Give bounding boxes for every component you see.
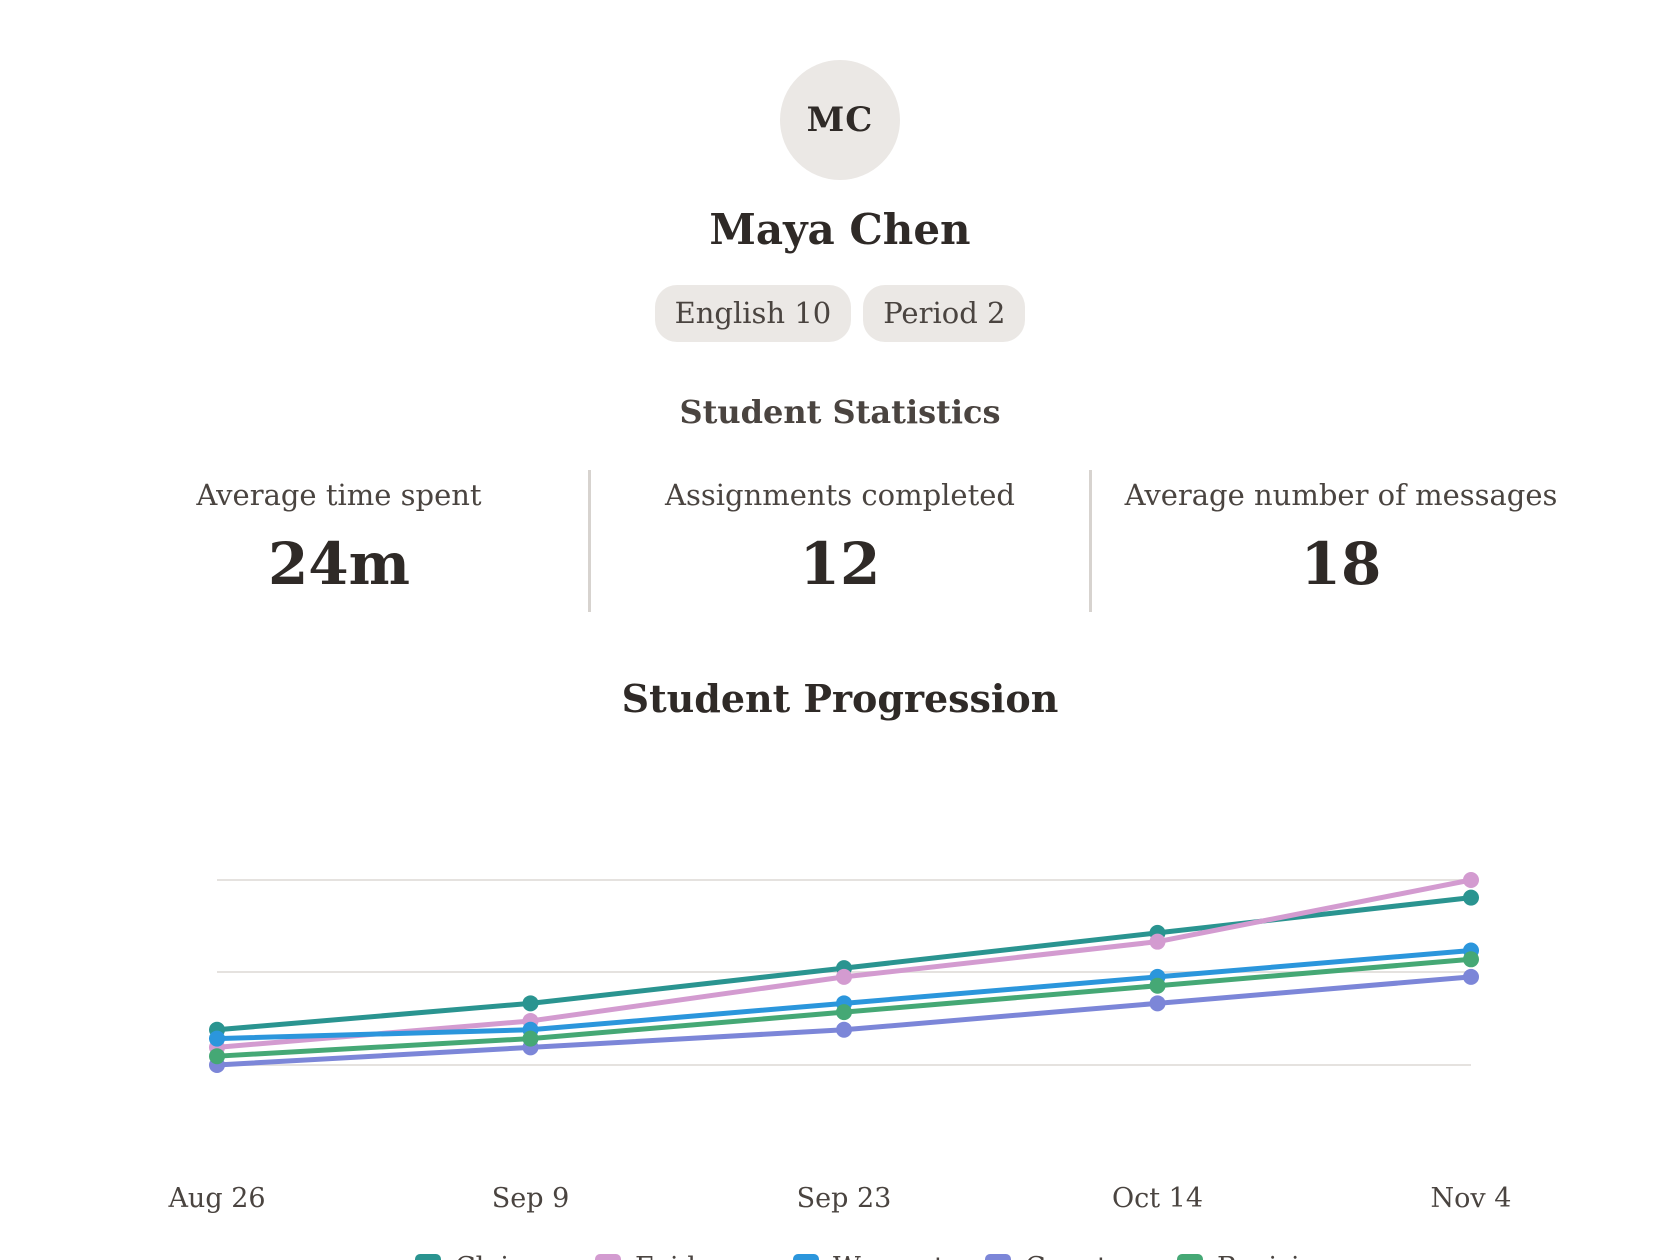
avatar-initials: MC [806, 100, 874, 140]
stat-label: Assignments completed [665, 478, 1015, 512]
student-tags: English 10 Period 2 [0, 285, 1680, 342]
data-point [209, 1030, 225, 1047]
stat-assignments-completed: Assignments completed 12 [588, 470, 1089, 612]
data-point [522, 995, 539, 1012]
legend-swatch [415, 1254, 441, 1260]
x-tick-label: Oct 14 [1112, 1183, 1203, 1214]
data-point [1463, 951, 1479, 968]
data-point [836, 1021, 852, 1038]
legend-label: Counter [1025, 1252, 1137, 1260]
statistics-panel: Average time spent 24m Assignments compl… [90, 470, 1590, 612]
data-point [1149, 995, 1166, 1012]
legend-swatch [985, 1254, 1011, 1260]
stat-label: Average number of messages [1124, 478, 1558, 512]
progression-title: Student Progression [621, 676, 1059, 721]
data-point [1463, 889, 1479, 906]
data-point [836, 968, 852, 985]
x-tick-label: Sep 9 [492, 1183, 570, 1214]
tag-course: English 10 [654, 285, 852, 342]
x-tick-label: Sep 23 [797, 1183, 892, 1214]
stat-average-messages: Average number of messages 18 [1089, 470, 1590, 612]
legend-label: Warrant [833, 1252, 945, 1260]
legend-label: Revision [1217, 1252, 1333, 1260]
legend-label: Evidence [635, 1252, 760, 1260]
legend-swatch [595, 1254, 621, 1260]
stat-average-time: Average time spent 24m [90, 470, 588, 612]
stat-value: 18 [1300, 530, 1382, 598]
tag-period: Period 2 [863, 285, 1026, 342]
x-tick-label: Nov 4 [1431, 1183, 1512, 1214]
avatar: MC [780, 60, 900, 180]
stat-value: 24m [267, 530, 411, 598]
data-point [1463, 872, 1479, 888]
data-point [1463, 968, 1479, 985]
data-point [1149, 933, 1166, 950]
progression-chart: Aug 26 Sep 9 Sep 23 Oct 14 Nov 4 Claim Evidenc… [167, 872, 1512, 1260]
student-name: Maya Chen [709, 205, 971, 254]
stat-value: 12 [799, 530, 881, 598]
stat-label: Average time spent [196, 478, 482, 512]
legend-label: Claim [455, 1252, 535, 1260]
data-point [522, 1030, 539, 1047]
legend-swatch [793, 1254, 819, 1260]
data-point [209, 1048, 225, 1065]
x-tick-label: Aug 26 [167, 1183, 265, 1214]
legend-swatch [1177, 1254, 1203, 1260]
data-point [836, 1004, 852, 1021]
data-point [1149, 977, 1166, 994]
statistics-title: Student Statistics [679, 393, 1001, 431]
series-line [216, 974, 1472, 1068]
